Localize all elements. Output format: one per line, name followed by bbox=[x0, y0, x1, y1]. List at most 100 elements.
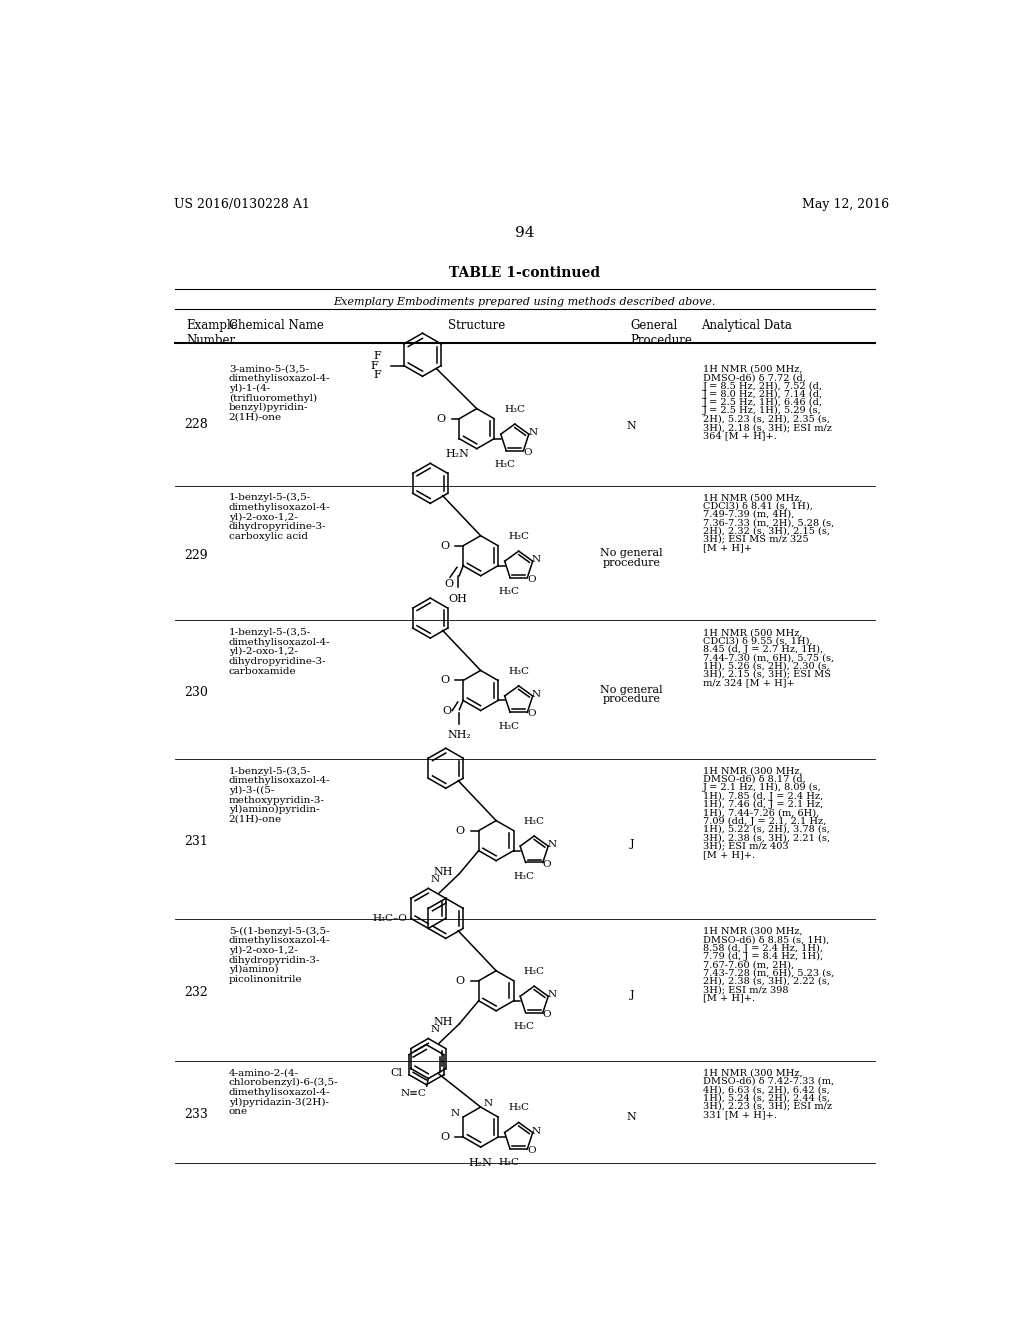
Text: O: O bbox=[442, 706, 452, 717]
Text: 3H), 2.23 (s, 3H); ESI m/z: 3H), 2.23 (s, 3H); ESI m/z bbox=[703, 1102, 833, 1111]
Text: J = 2.5 Hz, 1H), 5.29 (s,: J = 2.5 Hz, 1H), 5.29 (s, bbox=[703, 407, 822, 416]
Text: NH₂: NH₂ bbox=[447, 730, 471, 739]
Text: yl)amino)pyridin-: yl)amino)pyridin- bbox=[228, 805, 319, 814]
Text: 1-benzyl-5-(3,5-: 1-benzyl-5-(3,5- bbox=[228, 767, 311, 776]
Text: 7.49-7.39 (m, 4H),: 7.49-7.39 (m, 4H), bbox=[703, 510, 795, 519]
Text: N: N bbox=[431, 875, 439, 884]
Text: DMSO-d6) δ 8.17 (d,: DMSO-d6) δ 8.17 (d, bbox=[703, 775, 806, 784]
Text: 233: 233 bbox=[184, 1109, 208, 1121]
Text: J = 8.0 Hz, 2H), 7.14 (d,: J = 8.0 Hz, 2H), 7.14 (d, bbox=[703, 389, 823, 399]
Text: [M + H]+: [M + H]+ bbox=[703, 544, 752, 552]
Text: 229: 229 bbox=[184, 549, 208, 562]
Text: 4-amino-2-(4-: 4-amino-2-(4- bbox=[228, 1069, 299, 1077]
Text: Example
Number: Example Number bbox=[186, 318, 238, 347]
Text: 1H NMR (300 MHz,: 1H NMR (300 MHz, bbox=[703, 767, 803, 776]
Text: N: N bbox=[532, 556, 541, 564]
Text: 4H), 6.63 (s, 2H), 6.42 (s,: 4H), 6.63 (s, 2H), 6.42 (s, bbox=[703, 1085, 829, 1094]
Text: procedure: procedure bbox=[603, 557, 660, 568]
Text: H₃C–O: H₃C–O bbox=[372, 913, 407, 923]
Text: O: O bbox=[440, 1133, 450, 1142]
Text: N≡C: N≡C bbox=[400, 1089, 426, 1098]
Text: methoxypyridin-3-: methoxypyridin-3- bbox=[228, 796, 325, 805]
Text: 2H), 2.32 (s, 3H), 2.15 (s,: 2H), 2.32 (s, 3H), 2.15 (s, bbox=[703, 527, 830, 536]
Text: O: O bbox=[527, 1146, 536, 1155]
Text: F: F bbox=[371, 360, 378, 371]
Text: J = 8.5 Hz, 2H), 7.52 (d,: J = 8.5 Hz, 2H), 7.52 (d, bbox=[703, 381, 823, 391]
Text: Cl: Cl bbox=[391, 1068, 402, 1078]
Text: 1H), 7.46 (d, J = 2.1 Hz,: 1H), 7.46 (d, J = 2.1 Hz, bbox=[703, 800, 823, 809]
Text: yl)-2-oxo-1,2-: yl)-2-oxo-1,2- bbox=[228, 946, 298, 956]
Text: 3H), 2.15 (s, 3H); ESI MS: 3H), 2.15 (s, 3H); ESI MS bbox=[703, 669, 831, 678]
Text: 7.67-7.60 (m, 2H),: 7.67-7.60 (m, 2H), bbox=[703, 960, 795, 969]
Text: N: N bbox=[451, 1109, 460, 1118]
Text: F: F bbox=[374, 370, 381, 380]
Text: H₃C: H₃C bbox=[513, 1022, 535, 1031]
Text: NH: NH bbox=[433, 867, 453, 878]
Text: DMSO-d6) δ 7.72 (d,: DMSO-d6) δ 7.72 (d, bbox=[703, 374, 806, 381]
Text: 231: 231 bbox=[184, 836, 208, 849]
Text: CDCl3) δ 9.55 (s, 1H),: CDCl3) δ 9.55 (s, 1H), bbox=[703, 636, 813, 645]
Text: 1H NMR (500 MHz,: 1H NMR (500 MHz, bbox=[703, 364, 803, 374]
Text: [M + H]+.: [M + H]+. bbox=[703, 850, 755, 859]
Text: 2H), 5.23 (s, 2H), 2.35 (s,: 2H), 5.23 (s, 2H), 2.35 (s, bbox=[703, 414, 829, 424]
Text: O: O bbox=[523, 447, 531, 457]
Text: 7.36-7.33 (m, 2H), 5.28 (s,: 7.36-7.33 (m, 2H), 5.28 (s, bbox=[703, 519, 835, 527]
Text: carboxamide: carboxamide bbox=[228, 667, 296, 676]
Text: 1H), 7.85 (d, J = 2.4 Hz,: 1H), 7.85 (d, J = 2.4 Hz, bbox=[703, 792, 823, 801]
Text: 3H), 2.38 (s, 3H), 2.21 (s,: 3H), 2.38 (s, 3H), 2.21 (s, bbox=[703, 833, 830, 842]
Text: carboxylic acid: carboxylic acid bbox=[228, 532, 308, 541]
Text: DMSO-d6) δ 7.42-7.33 (m,: DMSO-d6) δ 7.42-7.33 (m, bbox=[703, 1077, 835, 1086]
Text: N: N bbox=[483, 1098, 493, 1107]
Text: H₃C: H₃C bbox=[523, 968, 545, 977]
Text: [M + H]+.: [M + H]+. bbox=[703, 994, 755, 1002]
Text: 7.44-7.30 (m, 6H), 5.75 (s,: 7.44-7.30 (m, 6H), 5.75 (s, bbox=[703, 653, 835, 663]
Text: chlorobenzyl)-6-(3,5-: chlorobenzyl)-6-(3,5- bbox=[228, 1078, 338, 1088]
Text: 1-benzyl-5-(3,5-: 1-benzyl-5-(3,5- bbox=[228, 494, 311, 503]
Text: 228: 228 bbox=[184, 417, 208, 430]
Text: J = 2.5 Hz, 1H), 6.46 (d,: J = 2.5 Hz, 1H), 6.46 (d, bbox=[703, 399, 823, 407]
Text: N: N bbox=[627, 1111, 637, 1122]
Text: O: O bbox=[440, 676, 450, 685]
Text: 364 [M + H]+.: 364 [M + H]+. bbox=[703, 432, 777, 441]
Text: O: O bbox=[543, 1010, 551, 1019]
Text: Exemplary Embodiments prepared using methods described above.: Exemplary Embodiments prepared using met… bbox=[334, 297, 716, 308]
Text: 5-((1-benzyl-5-(3,5-: 5-((1-benzyl-5-(3,5- bbox=[228, 927, 330, 936]
Text: 230: 230 bbox=[184, 686, 208, 698]
Text: dimethylisoxazol-4-: dimethylisoxazol-4- bbox=[228, 638, 331, 647]
Text: 1H), 7.44-7.26 (m, 6H),: 1H), 7.44-7.26 (m, 6H), bbox=[703, 808, 819, 817]
Text: J: J bbox=[630, 990, 634, 1001]
Text: H₃C: H₃C bbox=[508, 532, 529, 541]
Text: 1H), 5.26 (s, 2H), 2.30 (s,: 1H), 5.26 (s, 2H), 2.30 (s, bbox=[703, 661, 829, 671]
Text: TABLE 1-continued: TABLE 1-continued bbox=[450, 267, 600, 280]
Text: 1-benzyl-5-(3,5-: 1-benzyl-5-(3,5- bbox=[228, 628, 311, 638]
Text: 7.09 (dd, J = 2.1, 2.1 Hz,: 7.09 (dd, J = 2.1, 2.1 Hz, bbox=[703, 817, 826, 826]
Text: 7.43-7.28 (m, 6H), 5.23 (s,: 7.43-7.28 (m, 6H), 5.23 (s, bbox=[703, 969, 835, 977]
Text: yl)-3-((5-: yl)-3-((5- bbox=[228, 785, 274, 795]
Text: 1H NMR (500 MHz,: 1H NMR (500 MHz, bbox=[703, 494, 803, 503]
Text: dihydropyridin-3-: dihydropyridin-3- bbox=[228, 956, 321, 965]
Text: 8.58 (d, J = 2.4 Hz, 1H),: 8.58 (d, J = 2.4 Hz, 1H), bbox=[703, 944, 823, 953]
Text: CDCl3) δ 8.41 (s, 1H),: CDCl3) δ 8.41 (s, 1H), bbox=[703, 502, 813, 511]
Text: dimethylisoxazol-4-: dimethylisoxazol-4- bbox=[228, 776, 331, 785]
Text: H₃C: H₃C bbox=[498, 722, 519, 730]
Text: 2(1H)-one: 2(1H)-one bbox=[228, 413, 282, 422]
Text: 1H), 5.22 (s, 2H), 3.78 (s,: 1H), 5.22 (s, 2H), 3.78 (s, bbox=[703, 825, 829, 834]
Text: (trifluoromethyl): (trifluoromethyl) bbox=[228, 393, 316, 403]
Text: dimethylisoxazol-4-: dimethylisoxazol-4- bbox=[228, 1088, 331, 1097]
Text: dihydropyridine-3-: dihydropyridine-3- bbox=[228, 523, 327, 531]
Text: 94: 94 bbox=[515, 226, 535, 240]
Text: 232: 232 bbox=[184, 986, 208, 999]
Text: DMSO-d6) δ 8.85 (s, 1H),: DMSO-d6) δ 8.85 (s, 1H), bbox=[703, 935, 829, 944]
Text: General
Procedure: General Procedure bbox=[630, 318, 692, 347]
Text: m/z 324 [M + H]+: m/z 324 [M + H]+ bbox=[703, 678, 795, 686]
Text: 3H), 2.18 (s, 3H); ESI m/z: 3H), 2.18 (s, 3H); ESI m/z bbox=[703, 422, 831, 432]
Text: dihydropyridine-3-: dihydropyridine-3- bbox=[228, 657, 327, 667]
Text: 331 [M + H]+.: 331 [M + H]+. bbox=[703, 1110, 777, 1119]
Text: No general: No general bbox=[600, 548, 664, 558]
Text: N: N bbox=[532, 690, 541, 698]
Text: J: J bbox=[630, 840, 634, 849]
Text: N: N bbox=[627, 421, 637, 432]
Text: 7.79 (d, J = 8.4 Hz, 1H),: 7.79 (d, J = 8.4 Hz, 1H), bbox=[703, 952, 823, 961]
Text: O: O bbox=[440, 541, 450, 550]
Text: May 12, 2016: May 12, 2016 bbox=[802, 198, 890, 211]
